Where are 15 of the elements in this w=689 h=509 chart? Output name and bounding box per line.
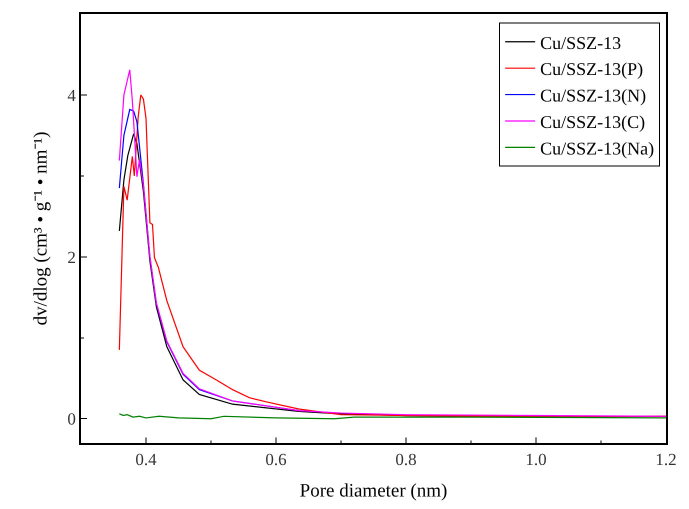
legend-label: Cu/SSZ-13(N) [540,86,646,106]
y-axis-title: dv/dlog (cm³ • g⁻¹ • nm⁻¹) [30,132,52,326]
x-tick-label: 1.0 [525,450,547,470]
x-tick-label: 0.8 [395,450,417,470]
legend-label: Cu/SSZ-13(C) [540,112,646,132]
legend-label: Cu/SSZ-13 [540,32,622,53]
y-tick-label: 0 [67,410,76,429]
legend-label: Cu/SSZ-13(P) [540,59,644,80]
y-tick-label: 2 [67,248,76,267]
x-tick-label: 0.4 [135,450,158,470]
x-axis-title: Pore diameter (nm) [300,480,448,502]
y-tick-label: 4 [67,86,76,105]
x-tick-label: 0.6 [265,450,287,470]
legend-label: Cu/SSZ-13(Na) [540,138,654,158]
x-tick-label: 1.2 [655,450,677,470]
